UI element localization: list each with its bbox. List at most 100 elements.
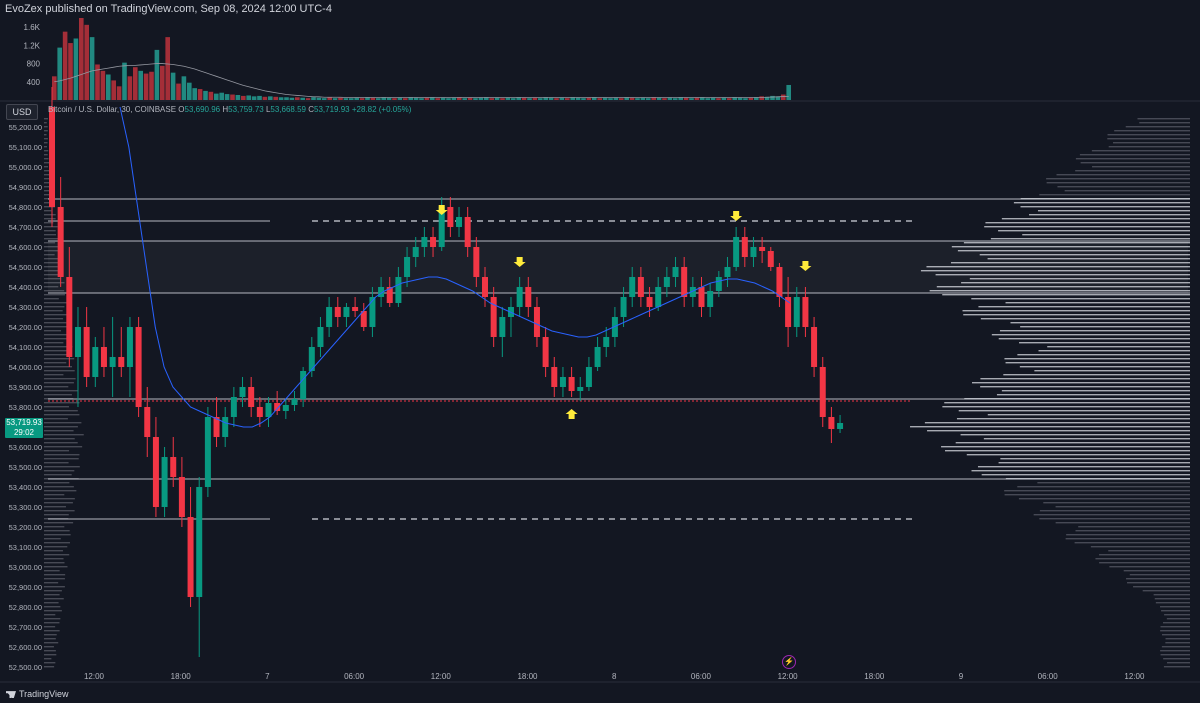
- candle-body: [473, 247, 480, 277]
- candle-body: [248, 387, 255, 407]
- left-volume-profile-row: [44, 558, 64, 560]
- volume-ma-line: [54, 63, 789, 98]
- volume-bar: [651, 97, 656, 100]
- right-volume-profile-row: [985, 222, 1190, 224]
- volume-bar: [435, 98, 440, 100]
- volume-bar: [413, 97, 419, 100]
- left-volume-profile-row: [44, 526, 65, 528]
- right-volume-profile-row: [1039, 510, 1190, 512]
- left-volume-profile-row: [44, 382, 74, 384]
- left-volume-profile-row: [44, 366, 73, 368]
- left-volume-profile-row: [44, 434, 84, 436]
- value-area-band: [48, 241, 1188, 293]
- brand-label: TradingView: [19, 689, 69, 699]
- price-tick-label: 54,500.00: [9, 263, 42, 272]
- left-volume-profile-row: [44, 590, 62, 592]
- left-volume-profile-row: [44, 246, 59, 248]
- time-tick-label: 06:00: [691, 672, 712, 681]
- price-tick-label: 52,600.00: [9, 643, 42, 652]
- candle-body: [222, 417, 229, 437]
- right-volume-profile-row: [1018, 498, 1190, 500]
- currency-button[interactable]: USD: [6, 104, 38, 120]
- candle-body: [603, 337, 610, 347]
- left-volume-profile-row: [44, 598, 64, 600]
- left-volume-profile-row: [44, 310, 63, 312]
- left-volume-profile-row: [44, 166, 49, 168]
- volume-bar: [343, 98, 349, 100]
- volume-bar: [430, 97, 435, 100]
- volume-bar: [705, 98, 710, 100]
- left-volume-profile-row: [44, 346, 73, 348]
- right-volume-profile-row: [1066, 534, 1190, 536]
- right-volume-profile-row: [958, 410, 1190, 412]
- lightning-bolt-icon[interactable]: ⚡: [782, 655, 796, 669]
- left-volume-profile-row: [44, 390, 79, 392]
- left-volume-profile-row: [44, 218, 56, 220]
- time-tick-label: 9: [959, 672, 964, 681]
- right-volume-profile-row: [1075, 530, 1190, 532]
- volume-bar: [554, 98, 559, 100]
- price-tick-label: 54,600.00: [9, 243, 42, 252]
- candle-body: [187, 517, 194, 597]
- time-tick-label: 06:00: [344, 672, 365, 681]
- candle-body: [378, 287, 385, 297]
- candle-body: [308, 347, 315, 371]
- right-volume-profile-row: [1137, 118, 1190, 120]
- candle-body: [83, 327, 90, 377]
- right-volume-profile-row: [1038, 350, 1190, 352]
- volume-bar: [602, 97, 608, 100]
- symbol-name: Bitcoin / U.S. Dollar, 30, COINBASE: [48, 105, 177, 114]
- candle-body: [395, 277, 402, 303]
- right-volume-profile-row: [1123, 570, 1190, 572]
- time-tick-label: 18:00: [171, 672, 192, 681]
- volume-bar: [165, 37, 170, 100]
- volume-bar: [57, 47, 62, 100]
- right-volume-profile-row: [1114, 130, 1190, 132]
- volume-tick-label: 800: [27, 60, 41, 69]
- price-tick-label: 54,400.00: [9, 283, 42, 292]
- right-volume-profile-row: [984, 226, 1190, 228]
- candle-body: [196, 487, 203, 597]
- right-volume-profile-row: [1046, 182, 1190, 184]
- low-label: L: [265, 105, 271, 114]
- time-tick-label: 7: [265, 672, 270, 681]
- right-volume-profile-row: [1075, 170, 1190, 172]
- right-volume-profile-row: [1079, 154, 1190, 156]
- right-volume-profile-row: [1165, 642, 1190, 644]
- volume-bar: [754, 97, 759, 100]
- volume-bar: [316, 97, 322, 100]
- volume-bar: [629, 97, 635, 100]
- right-volume-profile-row: [1078, 526, 1190, 528]
- volume-bar: [565, 98, 570, 100]
- volume-bar: [532, 97, 538, 100]
- right-volume-profile-row: [1037, 210, 1190, 212]
- volume-bar: [311, 97, 316, 100]
- left-volume-profile-row: [44, 546, 68, 548]
- left-volume-profile-row: [44, 186, 52, 188]
- right-volume-profile-row: [1108, 146, 1190, 148]
- right-volume-profile-row: [1164, 614, 1190, 616]
- volume-bar: [349, 98, 354, 100]
- left-volume-profile-row: [44, 406, 69, 408]
- left-volume-profile-row: [44, 594, 60, 596]
- left-volume-profile-row: [44, 138, 48, 140]
- left-volume-profile-row: [44, 326, 70, 328]
- left-volume-profile-row: [44, 522, 74, 524]
- left-volume-profile-row: [44, 222, 54, 224]
- right-volume-profile-row: [1029, 214, 1190, 216]
- time-tick-label: 12:00: [84, 672, 105, 681]
- left-volume-profile-row: [44, 154, 48, 156]
- time-tick-label: 12:00: [431, 672, 452, 681]
- volume-bar: [570, 97, 575, 100]
- left-volume-profile-row: [44, 290, 65, 292]
- volume-bar: [376, 98, 381, 100]
- right-volume-profile-row: [1099, 562, 1190, 564]
- right-volume-profile-row: [1160, 650, 1190, 652]
- volume-bar: [656, 97, 662, 100]
- candle-body: [291, 399, 298, 405]
- volume-bar: [208, 91, 214, 100]
- candle-body: [66, 277, 73, 357]
- left-volume-profile-row: [44, 622, 60, 624]
- candle-body: [126, 327, 133, 367]
- left-volume-profile-row: [44, 438, 75, 440]
